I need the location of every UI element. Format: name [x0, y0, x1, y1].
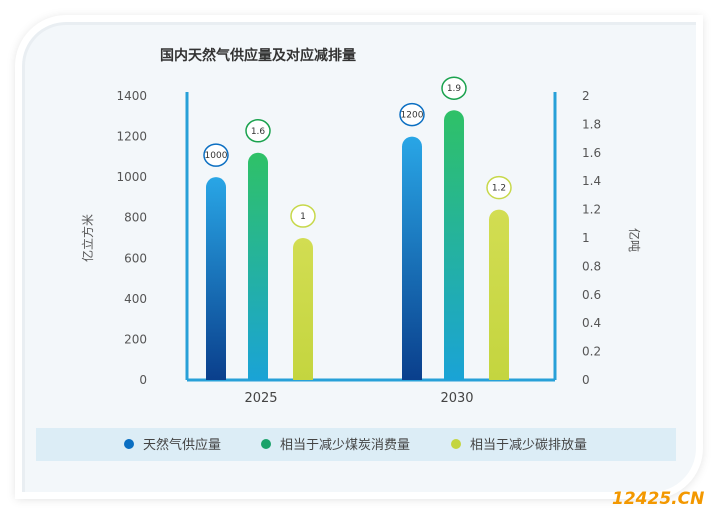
y2-axis-title: 亿吨 — [627, 228, 642, 252]
legend-label: 相当于减少碳排放量 — [470, 438, 587, 453]
legend-label: 相当于减少煤炭消费量 — [280, 438, 410, 453]
bar — [206, 177, 226, 380]
bar — [489, 209, 509, 380]
y2-tick-label: 2 — [582, 89, 590, 103]
y2-tick-label: 0 — [582, 373, 590, 387]
data-label: 1000 — [205, 151, 228, 161]
bar — [293, 238, 313, 380]
legend-marker — [451, 439, 461, 449]
y2-tick-label: 1.8 — [582, 117, 601, 131]
bar — [248, 152, 268, 380]
data-label: 1200 — [401, 111, 424, 121]
bar — [402, 136, 422, 380]
data-label: 1 — [300, 212, 306, 222]
y2-tick-label: 0.8 — [582, 259, 601, 273]
x-tick-label: 2030 — [440, 391, 473, 406]
watermark-logo: 12425.CN — [612, 489, 704, 509]
y2-tick-label: 1 — [582, 231, 590, 245]
y-tick-label: 200 — [124, 332, 147, 346]
y2-tick-label: 1.2 — [582, 203, 601, 217]
y2-tick-label: 0.2 — [582, 345, 601, 359]
x-tick-label: 2025 — [244, 391, 277, 406]
y2-tick-label: 0.6 — [582, 288, 601, 302]
y-tick-label: 1200 — [116, 130, 147, 144]
legend-band — [36, 428, 676, 461]
data-label: 1.9 — [447, 84, 462, 94]
bar — [444, 110, 464, 380]
y2-tick-label: 1.4 — [582, 174, 601, 188]
data-label: 1.6 — [251, 127, 266, 137]
data-label-bubble — [441, 76, 467, 100]
y2-tick-label: 0.4 — [582, 316, 601, 330]
data-label-bubble — [245, 119, 271, 143]
y-axis-title: 亿立方米 — [80, 214, 95, 262]
data-label-bubble — [399, 102, 425, 127]
y-tick-label: 800 — [124, 211, 147, 225]
chart-title: 国内天然气供应量及对应减排量 — [160, 47, 356, 64]
y-tick-label: 1000 — [116, 170, 147, 184]
legend-marker — [124, 439, 134, 449]
data-label-bubble — [203, 143, 229, 167]
chart-card: 国内天然气供应量及对应减排量 0 200 400 600 800 1000 1200 1400 0… — [22, 22, 696, 492]
y-tick-label: 400 — [124, 292, 147, 306]
y-tick-label: 600 — [124, 251, 147, 265]
watermark-text: 12425.CN — [612, 489, 704, 509]
legend-marker — [261, 439, 271, 449]
y-tick-label: 1400 — [116, 89, 147, 103]
y-tick-label: 0 — [139, 373, 147, 387]
legend-label: 天然气供应量 — [143, 437, 221, 453]
y2-tick-label: 1.6 — [582, 146, 601, 160]
data-label: 1.2 — [492, 184, 506, 194]
chart-svg: 国内天然气供应量及对应减排量 0 200 400 600 800 1000 1200 1400 0… — [36, 47, 676, 461]
data-label-bubble — [290, 204, 316, 228]
data-label-bubble — [486, 175, 512, 200]
